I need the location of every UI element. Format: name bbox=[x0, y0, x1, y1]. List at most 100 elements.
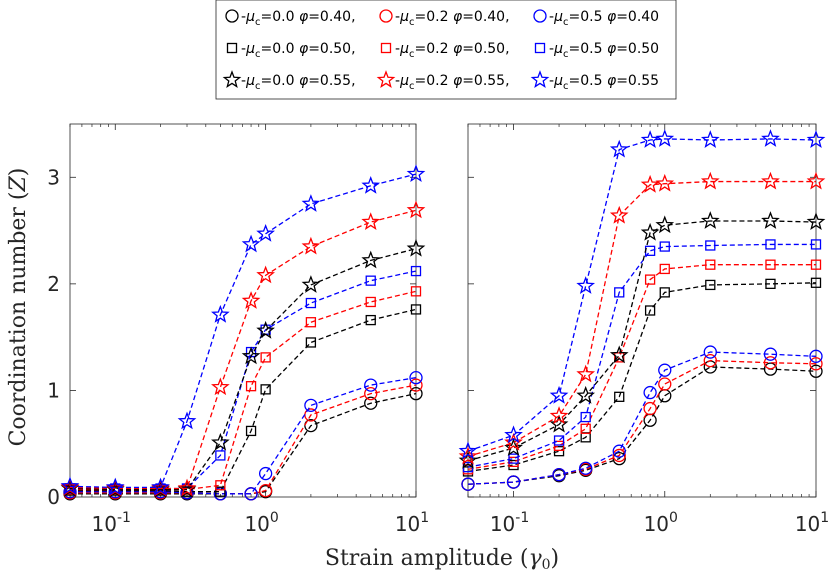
series-star-ff0000 bbox=[458, 171, 826, 465]
data-point bbox=[643, 385, 657, 400]
data-point bbox=[256, 223, 275, 242]
data-point bbox=[241, 234, 261, 253]
data-point bbox=[580, 423, 591, 434]
data-point bbox=[644, 305, 656, 316]
data-point bbox=[305, 317, 317, 328]
series-star-000000 bbox=[458, 211, 826, 469]
data-point bbox=[458, 441, 478, 460]
data-point bbox=[215, 486, 226, 497]
data-point bbox=[763, 347, 778, 361]
data-point bbox=[655, 173, 675, 192]
data-point bbox=[549, 385, 569, 404]
legend-label: -μc=0.2 φ=0.55, bbox=[395, 73, 510, 92]
data-point bbox=[809, 364, 823, 378]
data-point bbox=[659, 241, 670, 252]
legend-marker bbox=[533, 9, 547, 23]
data-point bbox=[301, 236, 321, 255]
data-point bbox=[260, 352, 271, 363]
data-point bbox=[576, 364, 596, 383]
data-point bbox=[644, 245, 656, 256]
data-point bbox=[211, 377, 230, 396]
data-point bbox=[256, 265, 275, 284]
series-line bbox=[70, 290, 417, 491]
legend-entry: -μc=0.5 φ=0.40 bbox=[533, 9, 659, 28]
data-point bbox=[643, 401, 657, 416]
series-star-0000ff bbox=[458, 129, 826, 460]
series-circle-000000 bbox=[63, 386, 423, 501]
data-point bbox=[549, 414, 569, 433]
series-line bbox=[69, 248, 417, 491]
legend-box bbox=[215, 0, 677, 100]
series-line bbox=[70, 308, 417, 493]
data-point bbox=[553, 435, 565, 446]
legend-marker bbox=[380, 42, 392, 54]
data-point bbox=[409, 378, 423, 392]
data-point bbox=[644, 274, 656, 285]
series-line bbox=[467, 220, 817, 462]
data-point bbox=[410, 304, 422, 315]
data-point bbox=[60, 476, 80, 495]
data-point bbox=[406, 200, 426, 219]
series-line bbox=[70, 376, 417, 495]
series-line bbox=[467, 282, 817, 473]
data-point bbox=[705, 279, 716, 291]
data-point bbox=[151, 477, 170, 496]
series-line bbox=[467, 243, 816, 468]
series-line bbox=[467, 180, 816, 458]
legend-marker bbox=[226, 42, 238, 54]
data-point bbox=[612, 444, 626, 458]
data-point bbox=[700, 211, 720, 229]
data-point bbox=[364, 378, 378, 392]
data-point bbox=[406, 164, 426, 183]
data-point bbox=[361, 250, 381, 269]
data-point bbox=[576, 276, 596, 294]
data-point bbox=[549, 406, 569, 424]
data-point bbox=[365, 314, 376, 326]
series-line bbox=[467, 138, 817, 452]
x-axis-label: Strain amplitude (γ0) bbox=[325, 546, 559, 573]
data-point bbox=[409, 370, 423, 385]
data-point bbox=[177, 478, 197, 497]
legend-entry: -μc=0.5 φ=0.50 bbox=[534, 41, 659, 60]
data-point bbox=[609, 139, 629, 158]
legend-entry: -μc=0.2 φ=0.40, bbox=[379, 9, 510, 28]
data-point bbox=[260, 384, 271, 395]
data-point bbox=[703, 353, 717, 368]
legend-label: -μc=0.0 φ=0.50, bbox=[241, 41, 356, 60]
legend-marker bbox=[530, 70, 550, 88]
y-tick-label: 1 bbox=[47, 378, 60, 402]
legend-marker bbox=[222, 70, 242, 88]
data-point bbox=[580, 411, 591, 423]
legend-label: -μc=0.0 φ=0.55, bbox=[241, 73, 356, 92]
series-line bbox=[70, 392, 417, 495]
series-line bbox=[467, 359, 817, 485]
data-point bbox=[215, 450, 226, 461]
series-line bbox=[467, 264, 816, 470]
legend-entry: -μc=0.0 φ=0.50, bbox=[226, 41, 356, 60]
data-point bbox=[553, 440, 565, 451]
legend-entry: -μc=0.0 φ=0.40, bbox=[225, 9, 356, 28]
series-star-ff0000 bbox=[60, 200, 426, 497]
data-point bbox=[576, 385, 596, 404]
data-point bbox=[761, 129, 780, 147]
y-tick-label: 2 bbox=[47, 272, 60, 296]
data-point bbox=[765, 239, 776, 250]
data-point bbox=[614, 391, 625, 402]
data-point bbox=[640, 222, 660, 241]
legend-label: -μc=0.0 φ=0.40, bbox=[241, 9, 356, 28]
series-line bbox=[70, 384, 417, 495]
y-tick-label: 0 bbox=[47, 485, 60, 509]
plot-frame bbox=[69, 123, 417, 498]
legend-label: -μc=0.5 φ=0.40 bbox=[549, 9, 659, 28]
data-point bbox=[301, 194, 321, 212]
data-point bbox=[365, 275, 376, 286]
data-point bbox=[655, 215, 675, 234]
data-point bbox=[806, 171, 826, 190]
series-square-000000 bbox=[64, 304, 422, 497]
data-point bbox=[241, 346, 261, 365]
data-point bbox=[761, 171, 780, 190]
data-point bbox=[806, 130, 826, 148]
data-point bbox=[504, 425, 523, 444]
data-point bbox=[241, 291, 261, 309]
